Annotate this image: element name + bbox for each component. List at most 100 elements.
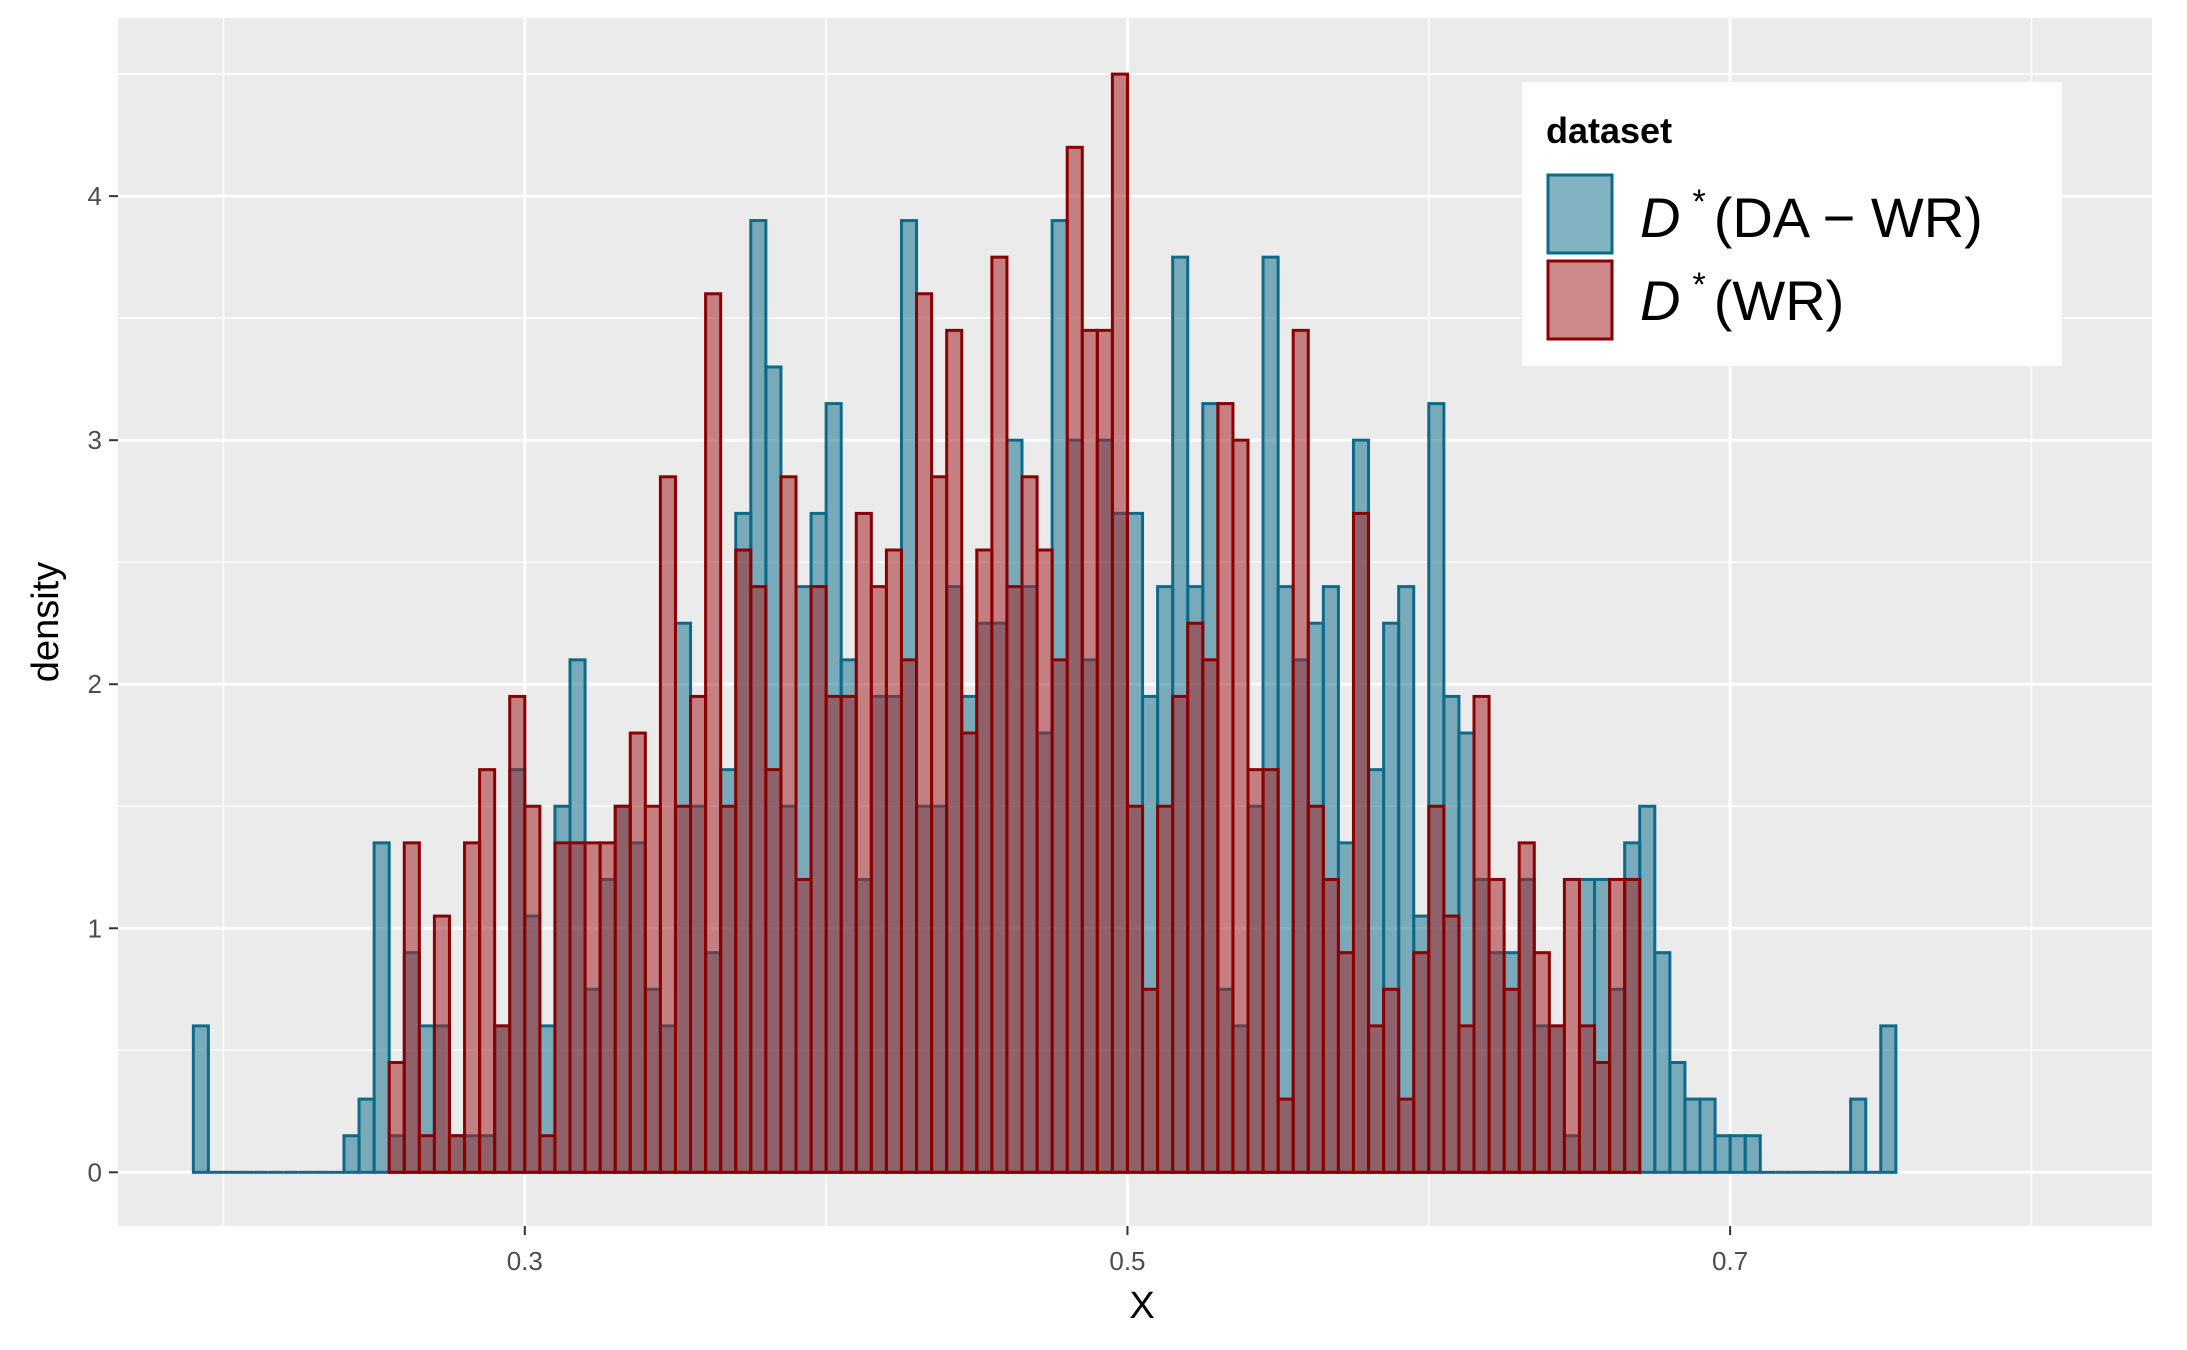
- histogram-bar: [402, 841, 421, 1174]
- histogram-bar: [689, 694, 708, 1174]
- histogram-bar: [779, 475, 798, 1174]
- legend-label-wr-base: D: [1640, 269, 1680, 332]
- x-tick-labels: 0.3 0.5 0.7: [507, 1246, 1748, 1276]
- histogram-bar: [899, 658, 919, 1174]
- histogram-bar: [945, 328, 964, 1174]
- histogram-bar: [1216, 402, 1235, 1174]
- histogram-bar: [1457, 1024, 1476, 1174]
- histogram-bar: [1502, 987, 1521, 1174]
- histogram-bar: [628, 731, 647, 1174]
- histogram-bar: [1562, 877, 1581, 1174]
- legend-title: dataset: [1546, 110, 1672, 151]
- histogram-bar: [1849, 1097, 1868, 1174]
- histogram-bar: [387, 1060, 406, 1174]
- histogram-bar: [1080, 328, 1099, 1174]
- histogram-bar: [1577, 1024, 1597, 1174]
- histogram-bar: [598, 841, 617, 1174]
- histogram-bar: [1638, 804, 1657, 1174]
- histogram-bar: [1472, 694, 1491, 1174]
- histogram-bar: [1125, 804, 1145, 1174]
- x-tick-label: 0.5: [1109, 1246, 1145, 1276]
- histogram-bar: [1653, 951, 1672, 1174]
- histogram-bar: [1728, 1134, 1747, 1174]
- histogram-bar: [1291, 328, 1310, 1174]
- y-tick-labels: 0 1 2 3 4: [88, 181, 102, 1187]
- histogram-bar: [749, 585, 768, 1174]
- histogram-bar: [1351, 511, 1371, 1174]
- legend-key-wr: [1546, 259, 1614, 341]
- histogram-bar: [824, 694, 843, 1174]
- x-tick-label: 0.3: [507, 1246, 543, 1276]
- histogram-bar: [930, 475, 949, 1174]
- histogram-bar: [1065, 145, 1084, 1174]
- y-tick-label: 0: [88, 1157, 102, 1187]
- histogram-bar: [1321, 877, 1340, 1174]
- histogram-bar: [734, 548, 753, 1174]
- legend-label-da-wr-paren: (DA − WR): [1714, 186, 1983, 249]
- legend-label-wr: D * (WR): [1640, 266, 1844, 332]
- histogram-bar: [1397, 585, 1416, 1174]
- histogram-bar: [1171, 694, 1190, 1174]
- histogram-bar: [1593, 1060, 1612, 1174]
- histogram-bar: [658, 475, 677, 1174]
- histogram-bar: [568, 841, 587, 1174]
- histogram-bar: [1276, 585, 1295, 1174]
- histogram-bar: [1156, 804, 1175, 1174]
- histogram-bar: [417, 1134, 436, 1174]
- y-tick-label: 1: [88, 913, 102, 943]
- histogram-bar: [854, 511, 873, 1174]
- histogram-bar: [764, 768, 783, 1174]
- histogram-bar: [1095, 328, 1114, 1174]
- histogram-bar: [1050, 658, 1069, 1174]
- legend: dataset D * (DA − WR) D * (WR): [1522, 82, 2062, 366]
- histogram-bar: [1412, 951, 1431, 1174]
- histogram-bar: [1713, 1134, 1732, 1174]
- histogram-bar: [794, 877, 813, 1174]
- legend-label-da-wr: D * (DA − WR): [1640, 183, 1983, 249]
- axis-ticks: [109, 195, 1732, 1235]
- histogram-bar: [809, 585, 828, 1174]
- histogram-bar: [1035, 548, 1054, 1174]
- histogram-bar: [1547, 1024, 1566, 1174]
- legend-label-da-wr-base: D: [1640, 186, 1680, 249]
- histogram-bar: [975, 548, 994, 1174]
- x-axis-title: X: [1129, 1285, 1154, 1327]
- histogram-bar: [1367, 1024, 1386, 1174]
- histogram-bar: [1668, 1060, 1687, 1174]
- histogram-bar: [1186, 621, 1205, 1174]
- histogram-bar: [1879, 1024, 1898, 1174]
- legend-key-da-wr: [1546, 173, 1614, 255]
- histogram-bar: [1397, 1097, 1416, 1174]
- histogram-bar: [447, 1134, 467, 1174]
- histogram-bar: [1261, 768, 1280, 1174]
- histogram-bar: [432, 914, 451, 1174]
- histogram-bar: [1623, 877, 1642, 1174]
- x-tick-label: 0.7: [1712, 1246, 1748, 1276]
- series-wr-bars: [387, 72, 1642, 1174]
- histogram-bar: [1427, 804, 1446, 1174]
- histogram-bar: [538, 1134, 557, 1174]
- y-tick-label: 2: [88, 669, 102, 699]
- histogram-bar: [1743, 1134, 1762, 1174]
- histogram-bar: [1231, 438, 1250, 1174]
- histogram-bar: [1141, 987, 1160, 1174]
- legend-label-da-wr-sup: *: [1692, 183, 1705, 221]
- histogram-bar: [1487, 877, 1506, 1174]
- histogram-bar: [342, 1134, 361, 1174]
- histogram-bar: [1201, 658, 1220, 1174]
- histogram-bar: [493, 1024, 512, 1174]
- histogram-bar: [990, 255, 1009, 1174]
- histogram-bar: [1336, 951, 1355, 1174]
- histogram-bar: [884, 548, 903, 1174]
- y-tick-label: 3: [88, 425, 102, 455]
- histogram-bar: [1683, 1097, 1702, 1174]
- legend-label-wr-sup: *: [1692, 266, 1705, 304]
- histogram-bar: [478, 768, 497, 1174]
- histogram-bar: [1306, 804, 1325, 1174]
- histogram-bar: [1698, 1097, 1717, 1174]
- histogram-bar: [1020, 475, 1039, 1174]
- histogram-bar: [523, 804, 542, 1174]
- histogram-bar: [643, 804, 662, 1174]
- histogram-bar: [673, 804, 693, 1174]
